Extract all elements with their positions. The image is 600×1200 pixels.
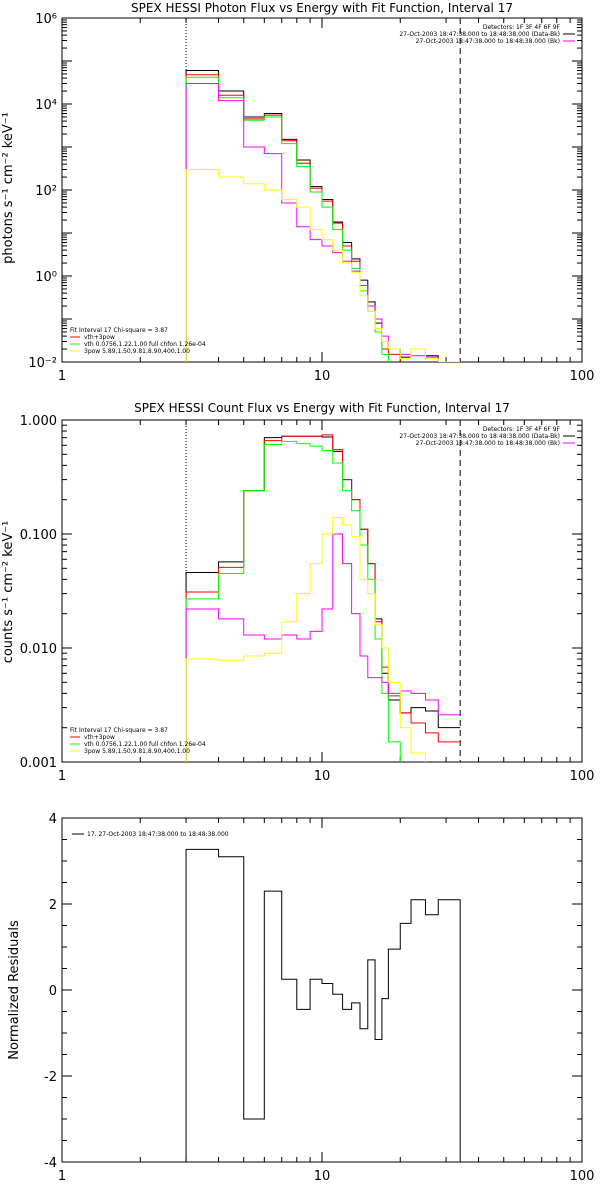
y-tick-label: 0.100 bbox=[20, 528, 57, 543]
x-tick-label: 10 bbox=[314, 769, 331, 784]
legend-label: vth+3pow bbox=[84, 334, 115, 341]
legend-label: vth 0.0756,1.22,1.00 full chfon 1.26e-04 bbox=[84, 741, 206, 748]
count-flux-panel: SPEX HESSI Count Flux vs Energy with Fit… bbox=[1, 401, 594, 784]
y-tick-label: 10⁰ bbox=[35, 270, 57, 285]
y-tick-label: -2 bbox=[44, 1070, 57, 1085]
y-axis-label: Normalized Residuals bbox=[7, 920, 22, 1060]
x-tick-label: 1 bbox=[58, 1169, 66, 1184]
plot-frame bbox=[61, 419, 583, 763]
series-line-2 bbox=[185, 76, 389, 362]
x-tick-label: 100 bbox=[570, 369, 595, 384]
x-tick-label: 10 bbox=[314, 1169, 331, 1184]
series-line-2 bbox=[185, 440, 401, 762]
series-line-1 bbox=[185, 74, 401, 362]
y-tick-label: 10⁶ bbox=[35, 12, 57, 27]
y-tick-label: 10⁴ bbox=[35, 98, 57, 113]
series-line-0 bbox=[185, 848, 461, 1162]
series-line-3 bbox=[185, 82, 461, 362]
y-axis-label: photons s⁻¹ cm⁻² keV⁻¹ bbox=[1, 112, 16, 264]
x-tick-label: 10 bbox=[314, 369, 331, 384]
series-group bbox=[185, 434, 461, 762]
series-line-3 bbox=[185, 533, 461, 762]
header-text: 27-Oct-2003 18:47:38.000 to 18:48:38.000… bbox=[399, 31, 560, 38]
y-tick-label: -4 bbox=[44, 1156, 57, 1171]
y-tick-label: 2 bbox=[49, 898, 57, 913]
residuals-panel: Normalized Residuals 1 10 100 -4 -2 0 2 4 17. 27… bbox=[7, 812, 594, 1184]
series-line-4 bbox=[185, 516, 426, 762]
x-tick-label: 100 bbox=[570, 769, 595, 784]
x-tick-label: 1 bbox=[58, 769, 66, 784]
x-tick-label: 100 bbox=[570, 1169, 595, 1184]
photon-flux-panel: SPEX HESSI Photon Flux vs Energy with Fi… bbox=[1, 1, 594, 384]
plot-area: 1 10 100 0.001 0.010 0.100 1.000 Detectors: 1F … bbox=[20, 414, 595, 784]
y-tick-label: 0 bbox=[49, 984, 57, 999]
y-tick-label: 10⁻² bbox=[28, 356, 57, 371]
y-tick-label: 1.000 bbox=[20, 414, 57, 429]
legend-label: 3pow 5.89,1.50,9.81,8.90,400,1.00 bbox=[84, 348, 190, 355]
series-line-0 bbox=[185, 70, 461, 362]
plot-area: 1 10 100 -4 -2 0 2 4 17. 27-Oct-2003 18:47:38.00… bbox=[44, 812, 594, 1184]
header-text: Detectors: 1F 3F 4F 6F 9F bbox=[483, 426, 561, 433]
y-tick-label: 4 bbox=[49, 812, 57, 827]
chart-title: SPEX HESSI Count Flux vs Energy with Fit… bbox=[134, 401, 510, 415]
series-group bbox=[185, 848, 461, 1162]
series-line-1 bbox=[185, 434, 461, 762]
y-tick-label: 0.010 bbox=[20, 642, 57, 657]
y-axis-label: counts s⁻¹ cm⁻² keV⁻¹ bbox=[1, 521, 16, 664]
y-tick-label: 0.001 bbox=[20, 756, 57, 771]
plot-frame bbox=[61, 817, 583, 1163]
header-text: 27-Oct-2003 18:47:38.000 to 18:48:38.000… bbox=[416, 440, 560, 447]
plot-area: 1 10 100 10⁻² 10⁰ 10² 10⁴ 10⁶ Detectors: 1F 3F 4… bbox=[28, 12, 594, 384]
header-text: Detectors: 1F 3F 4F 6F 9F bbox=[483, 24, 561, 31]
legend-label: 3pow 5.89,1.50,9.81,8.90,400,1.00 bbox=[84, 748, 190, 755]
legend-label: vth 0.0756,1.22,1.00 full chfon 1.26e-04 bbox=[84, 341, 206, 348]
legend-label: 17. 27-Oct-2003 18:47:38.000 to 18:48:38… bbox=[87, 831, 229, 838]
series-line-0 bbox=[185, 435, 461, 762]
header-text: 27-Oct-2003 18:47:38.000 to 18:48:38.000… bbox=[416, 38, 560, 45]
legend-title: Fit Interval 17 Chi-square = 3.87 bbox=[70, 327, 168, 334]
chart-title: SPEX HESSI Photon Flux vs Energy with Fi… bbox=[131, 1, 513, 15]
x-tick-label: 1 bbox=[58, 369, 66, 384]
series-group bbox=[185, 70, 461, 362]
y-tick-label: 10² bbox=[35, 184, 57, 199]
legend-label: vth+3pow bbox=[84, 734, 115, 741]
legend-title: Fit Interval 17 Chi-square = 3.87 bbox=[70, 727, 168, 734]
header-text: 27-Oct-2003 18:47:38.000 to 18:48:38.000… bbox=[399, 433, 560, 440]
series-line-4 bbox=[185, 168, 461, 362]
